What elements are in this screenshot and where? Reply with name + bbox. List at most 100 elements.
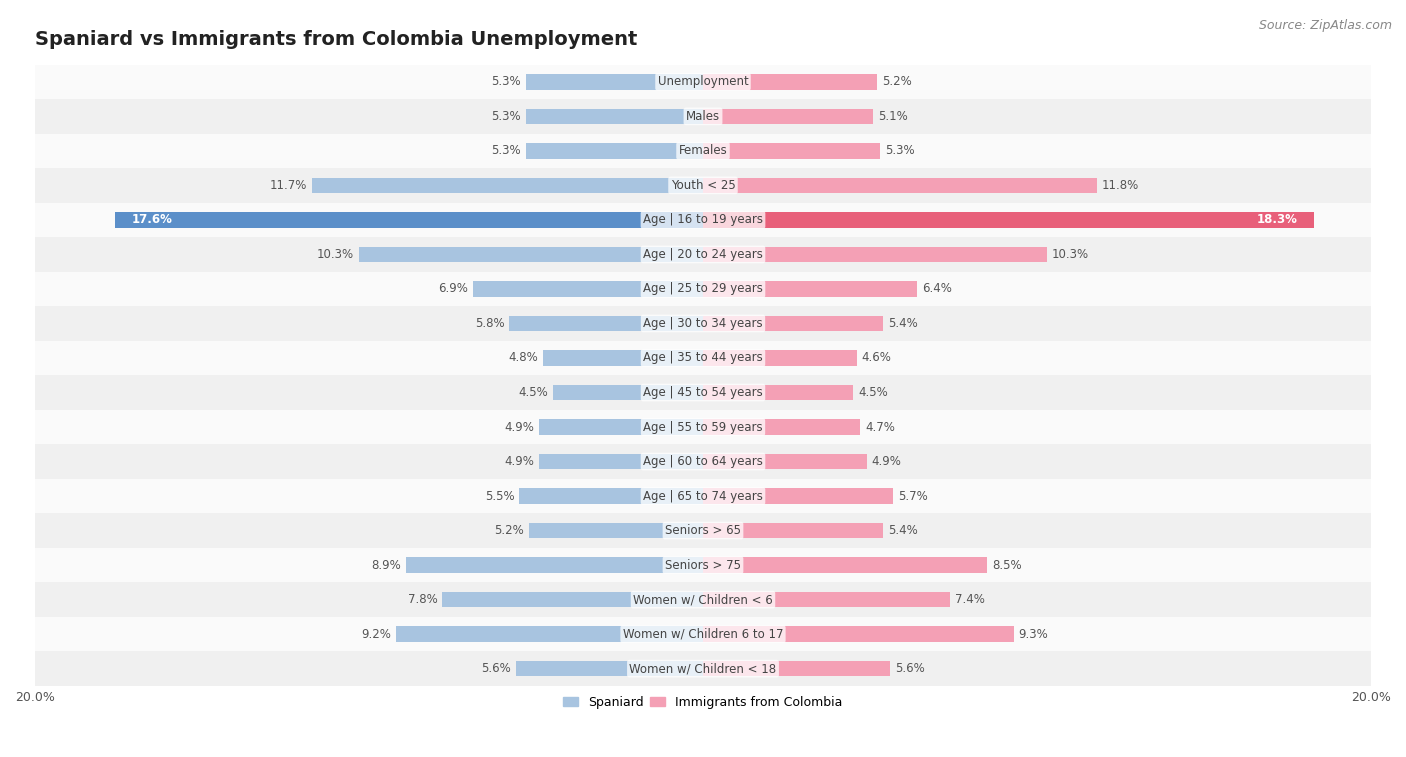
Bar [703,592,950,607]
Bar [312,178,703,193]
Text: 7.4%: 7.4% [955,593,986,606]
Text: 4.9%: 4.9% [872,455,901,468]
Text: 4.6%: 4.6% [862,351,891,364]
Bar [526,143,703,159]
Text: Females: Females [679,145,727,157]
Text: Age | 35 to 44 years: Age | 35 to 44 years [643,351,763,364]
Bar [529,523,703,538]
Bar [703,350,856,366]
Text: 5.8%: 5.8% [475,317,505,330]
Bar [35,203,1371,237]
Bar [509,316,703,332]
Bar [526,74,703,89]
Text: 5.3%: 5.3% [491,110,522,123]
Text: Age | 45 to 54 years: Age | 45 to 54 years [643,386,763,399]
Bar [406,557,703,573]
Bar [35,134,1371,168]
Text: Age | 16 to 19 years: Age | 16 to 19 years [643,213,763,226]
Text: 8.9%: 8.9% [371,559,401,572]
Bar [703,212,1315,228]
Text: Age | 30 to 34 years: Age | 30 to 34 years [643,317,763,330]
Text: Youth < 25: Youth < 25 [671,179,735,192]
Text: Women w/ Children < 6: Women w/ Children < 6 [633,593,773,606]
Bar [703,143,880,159]
Text: 4.7%: 4.7% [865,421,894,434]
Text: 10.3%: 10.3% [1052,248,1090,261]
Bar [519,488,703,504]
Bar [703,281,917,297]
Bar [703,247,1047,262]
Bar [543,350,703,366]
Bar [703,453,866,469]
Text: 5.5%: 5.5% [485,490,515,503]
Legend: Spaniard, Immigrants from Colombia: Spaniard, Immigrants from Colombia [558,691,848,714]
Text: 4.9%: 4.9% [505,455,534,468]
Bar [703,74,877,89]
Bar [703,661,890,677]
Bar [472,281,703,297]
Bar [703,557,987,573]
Text: 9.2%: 9.2% [361,628,391,640]
Bar [35,513,1371,548]
Text: Age | 20 to 24 years: Age | 20 to 24 years [643,248,763,261]
Bar [35,99,1371,134]
Bar [35,272,1371,307]
Bar [35,410,1371,444]
Bar [35,375,1371,410]
Text: 18.3%: 18.3% [1257,213,1298,226]
Bar [395,626,703,642]
Text: 5.4%: 5.4% [889,524,918,537]
Text: Age | 55 to 59 years: Age | 55 to 59 years [643,421,763,434]
Bar [115,212,703,228]
Text: 5.6%: 5.6% [896,662,925,675]
Bar [443,592,703,607]
Bar [703,385,853,400]
Bar [35,651,1371,686]
Bar [703,316,883,332]
Text: 5.6%: 5.6% [481,662,510,675]
Text: 5.4%: 5.4% [889,317,918,330]
Bar [703,626,1014,642]
Text: 4.8%: 4.8% [508,351,537,364]
Text: Seniors > 75: Seniors > 75 [665,559,741,572]
Bar [516,661,703,677]
Text: 10.3%: 10.3% [316,248,354,261]
Bar [703,419,860,435]
Text: 8.5%: 8.5% [993,559,1022,572]
Bar [540,419,703,435]
Text: 5.2%: 5.2% [882,76,911,89]
Text: Age | 25 to 29 years: Age | 25 to 29 years [643,282,763,295]
Text: 4.9%: 4.9% [505,421,534,434]
Bar [526,108,703,124]
Text: 11.8%: 11.8% [1102,179,1139,192]
Text: Source: ZipAtlas.com: Source: ZipAtlas.com [1258,19,1392,32]
Text: Males: Males [686,110,720,123]
Text: 6.9%: 6.9% [437,282,468,295]
Bar [35,307,1371,341]
Text: 9.3%: 9.3% [1019,628,1049,640]
Bar [703,178,1097,193]
Bar [35,617,1371,651]
Text: 4.5%: 4.5% [517,386,548,399]
Text: Age | 60 to 64 years: Age | 60 to 64 years [643,455,763,468]
Bar [35,237,1371,272]
Bar [359,247,703,262]
Text: 4.5%: 4.5% [858,386,889,399]
Bar [35,168,1371,203]
Bar [540,453,703,469]
Text: 6.4%: 6.4% [922,282,952,295]
Text: Women w/ Children < 18: Women w/ Children < 18 [630,662,776,675]
Bar [35,548,1371,582]
Bar [703,108,873,124]
Text: 7.8%: 7.8% [408,593,437,606]
Text: 5.3%: 5.3% [884,145,915,157]
Bar [35,64,1371,99]
Text: 5.7%: 5.7% [898,490,928,503]
Text: 5.3%: 5.3% [491,145,522,157]
Text: 5.2%: 5.2% [495,524,524,537]
Bar [703,523,883,538]
Bar [35,341,1371,375]
Bar [35,582,1371,617]
Bar [553,385,703,400]
Text: 5.3%: 5.3% [491,76,522,89]
